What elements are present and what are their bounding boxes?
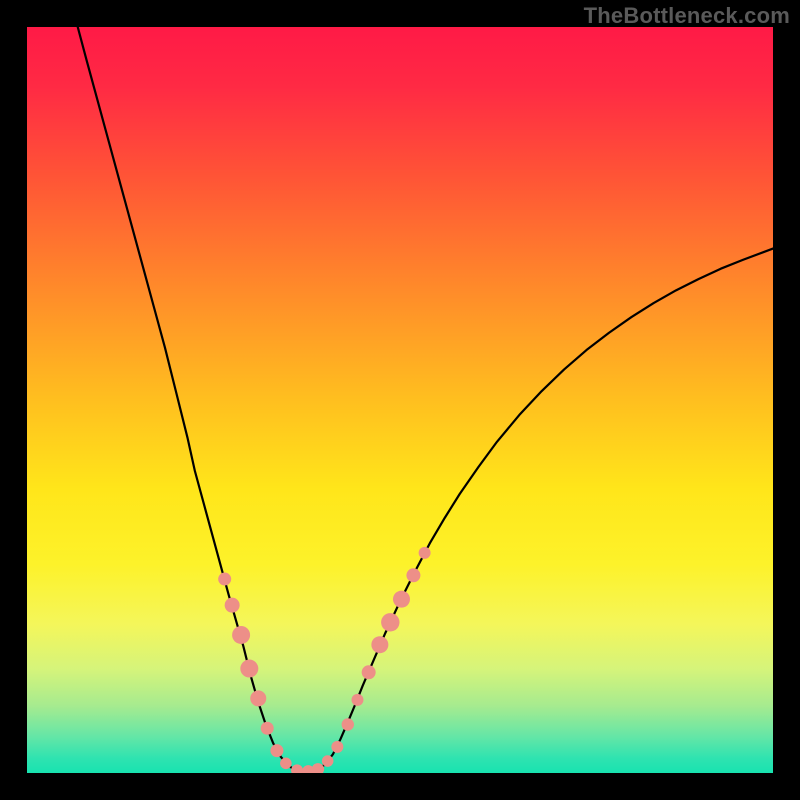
marker-dot [240,660,258,678]
marker-dot [371,636,388,653]
marker-dot [393,591,410,608]
marker-dot [218,573,231,586]
marker-dot [270,744,283,757]
plot-area [27,27,773,773]
marker-dot [280,758,292,770]
marker-dot [232,626,250,644]
marker-dot [261,722,274,735]
gradient-background [27,27,773,773]
marker-dot [381,613,399,631]
marker-dot [406,568,420,582]
marker-dot [225,598,240,613]
marker-dot [362,665,376,679]
marker-dot [331,741,343,753]
marker-dot [342,718,354,730]
marker-dot [322,755,334,767]
marker-dot [419,547,431,559]
chart-frame: { "watermark": { "text": "TheBottleneck.… [0,0,800,800]
marker-dot [250,690,266,706]
watermark-text: TheBottleneck.com [584,3,790,29]
marker-dot [351,694,363,706]
chart-svg [27,27,773,773]
